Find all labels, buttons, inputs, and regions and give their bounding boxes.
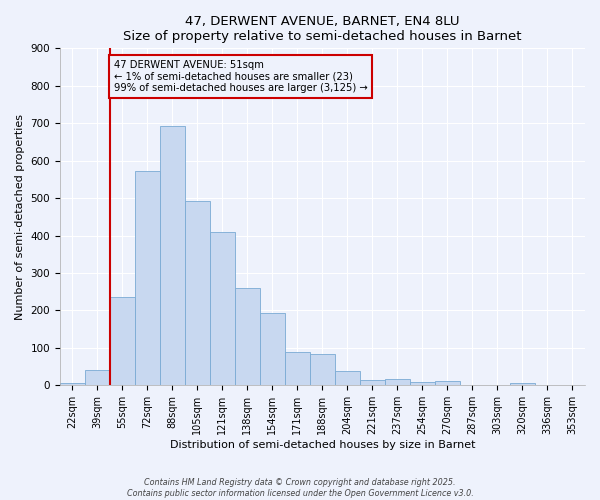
Bar [85, 370, 110, 386]
Bar [110, 296, 135, 386]
Bar [60, 382, 85, 386]
Bar [310, 354, 335, 386]
Title: 47, DERWENT AVENUE, BARNET, EN4 8LU
Size of property relative to semi-detached h: 47, DERWENT AVENUE, BARNET, EN4 8LU Size… [123, 15, 522, 43]
Bar [385, 378, 410, 386]
Bar [160, 126, 185, 386]
Bar [360, 380, 385, 386]
X-axis label: Distribution of semi-detached houses by size in Barnet: Distribution of semi-detached houses by … [170, 440, 475, 450]
Bar [235, 288, 260, 386]
Bar [185, 200, 210, 386]
Bar [410, 382, 435, 386]
Bar [260, 313, 285, 386]
Bar [335, 371, 360, 386]
Y-axis label: Number of semi-detached properties: Number of semi-detached properties [15, 114, 25, 320]
Text: Contains HM Land Registry data © Crown copyright and database right 2025.
Contai: Contains HM Land Registry data © Crown c… [127, 478, 473, 498]
Bar [210, 232, 235, 386]
Bar [510, 384, 535, 386]
Bar [135, 171, 160, 386]
Bar [285, 352, 310, 386]
Text: 47 DERWENT AVENUE: 51sqm
← 1% of semi-detached houses are smaller (23)
99% of se: 47 DERWENT AVENUE: 51sqm ← 1% of semi-de… [113, 60, 367, 93]
Bar [435, 381, 460, 386]
